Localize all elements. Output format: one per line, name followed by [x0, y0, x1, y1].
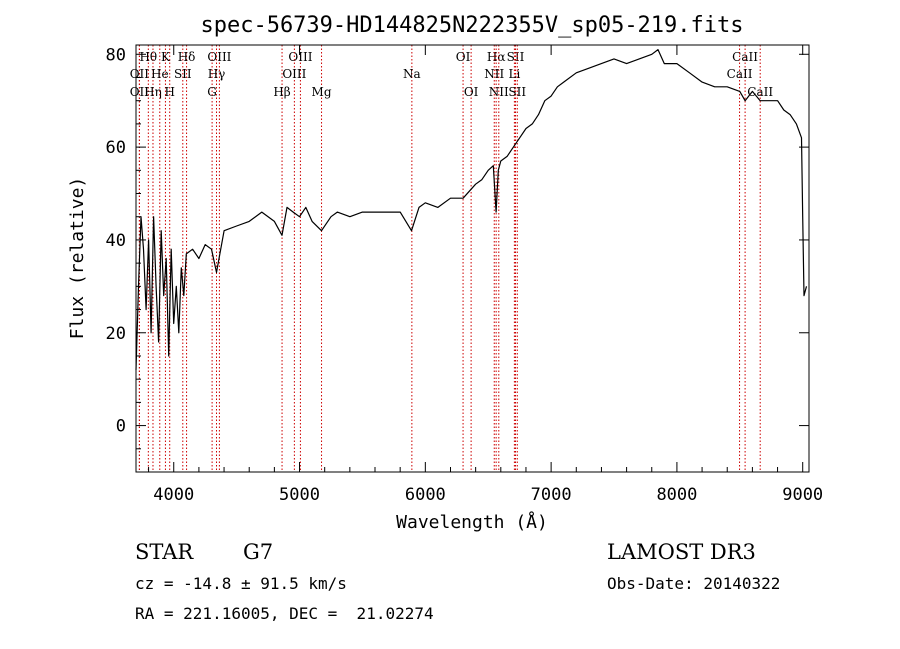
x-tick-label-2: 6000 [405, 485, 446, 505]
x-tick-label-3: 7000 [531, 485, 572, 505]
y-tick-label-4: 80 [106, 45, 126, 65]
y-axis-label: Flux (relative) [67, 177, 88, 340]
line-label-26: CaII [727, 67, 753, 81]
line-label-0: Hθ [139, 50, 157, 64]
line-label-21: NII [489, 85, 509, 99]
line-label-14: OIII [282, 67, 306, 81]
line-label-19: Hα [487, 50, 506, 64]
line-label-24: SII [508, 85, 526, 99]
series-layer [135, 48, 808, 370]
line-label-23: Li [508, 67, 520, 81]
y-tick-label-1: 20 [106, 324, 126, 344]
line-label-18: OI [464, 85, 479, 99]
line-label-5: He [151, 67, 169, 81]
line-label-3: Hη [144, 85, 162, 99]
spectral-subclass: G7 [243, 540, 274, 564]
line-label-6: H [164, 85, 174, 99]
line-label-17: OI [456, 50, 471, 64]
line-label-16: Na [403, 67, 421, 81]
line-label-4: K [161, 50, 171, 64]
survey-name: LAMOST DR3 [607, 540, 756, 564]
line-label-15: Mg [312, 85, 332, 99]
coordinates-readout: RA = 221.16005, DEC = 21.02274 [135, 604, 434, 623]
y-axis: 0 20 40 60 80 [106, 45, 809, 450]
y-tick-label-2: 40 [106, 231, 126, 251]
object-class: STAR [135, 540, 194, 564]
redshift-readout: cz = -14.8 ± 91.5 km/s [135, 574, 347, 593]
y-tick-label-0: 0 [116, 417, 126, 437]
y-tick-label-3: 60 [106, 138, 126, 158]
x-axis-label: Wavelength (Å) [396, 511, 548, 533]
line-label-10: Hγ [208, 67, 226, 81]
line-label-25: CaII [732, 50, 758, 64]
plot-frame [135, 44, 810, 473]
line-label-11: G [207, 85, 217, 99]
x-tick-label-4: 8000 [656, 485, 697, 505]
line-label-9: OIII [207, 50, 231, 64]
line-label-13: OIII [288, 50, 312, 64]
line-label-7: SII [174, 67, 192, 81]
line-label-8: Hδ [178, 50, 196, 64]
line-label-20: NII [484, 67, 504, 81]
x-tick-label-1: 5000 [279, 485, 320, 505]
line-label-22: SII [507, 50, 525, 64]
line-label-27: CaII [747, 85, 773, 99]
observation-date: Obs-Date: 20140322 [607, 574, 781, 593]
x-tick-label-0: 4000 [153, 485, 194, 505]
x-axis: 4000 5000 6000 7000 8000 9000 [148, 45, 823, 505]
chart-title: spec-56739-HD144825N222355V_sp05-219.fit… [200, 13, 743, 38]
series-line-0 [135, 48, 808, 370]
line-label-2: OII [130, 85, 150, 99]
x-tick-label-5: 9000 [782, 485, 823, 505]
line-label-12: Hβ [273, 85, 290, 99]
